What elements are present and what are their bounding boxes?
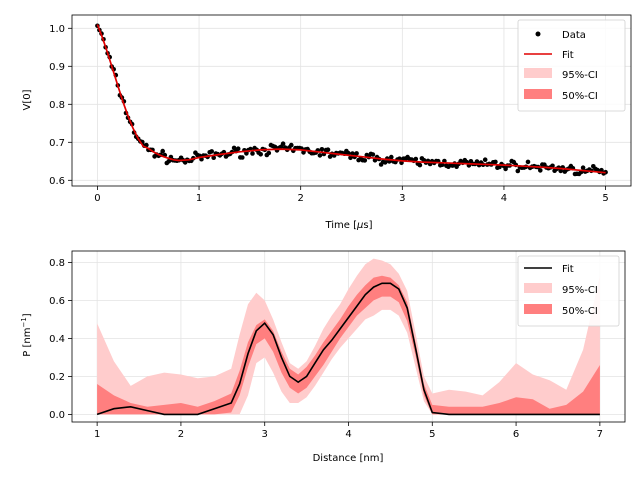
data-point: [211, 155, 216, 160]
top-y-tick-label: 0.6: [49, 176, 65, 187]
top-x-tick-label: 0: [94, 193, 100, 204]
legend-ci50-patch: [524, 89, 552, 99]
bottom-legend: Fit 95%-CI 50%-CI: [517, 255, 620, 327]
data-point: [389, 154, 394, 160]
data-point: [474, 159, 480, 164]
top-plot-frame: [71, 14, 632, 187]
data-point: [209, 149, 214, 154]
bottom-y-tick-label: 0.8: [49, 258, 65, 269]
data-point: [319, 147, 325, 152]
data-point: [382, 160, 388, 165]
top-x-tick-label: 3: [399, 193, 405, 204]
bottom-x-tick-label: 2: [178, 429, 184, 440]
top-x-tick-label: 2: [297, 193, 303, 204]
bottom-y-tick-label: 0.6: [49, 296, 65, 307]
bottom-y-tick-label: 0.2: [49, 372, 65, 383]
distance-fit-line: [96, 282, 600, 416]
top-x-axis-label: Time [μs]: [324, 220, 372, 231]
data-point: [493, 159, 498, 165]
bottom-plot: 1 2 3 4 5 6 70.00.20.40.60.8 Distance [nm] P […: [20, 250, 626, 464]
data-point: [538, 168, 543, 173]
legend-data-label: Data: [562, 30, 586, 41]
data-point: [482, 157, 488, 162]
ci95-band: [97, 258, 600, 415]
data-point: [272, 144, 278, 150]
bottom-x-tick-label: 1: [94, 429, 100, 440]
data-point: [266, 150, 272, 156]
data-point: [244, 151, 249, 156]
data-point: [580, 165, 586, 170]
data-point: [354, 151, 359, 156]
bottom-x-tick-label: 5: [429, 429, 435, 440]
data-point: [362, 158, 368, 163]
data-point: [558, 168, 563, 174]
bottom-y-tick-label: 0.4: [49, 334, 65, 345]
top-y-tick-label: 0.9: [49, 62, 65, 73]
data-point: [417, 162, 423, 168]
legend-ci50-label-bottom: 50%-CI: [562, 306, 598, 317]
top-x-tick-label: 1: [196, 193, 202, 204]
data-point: [413, 156, 419, 162]
legend-ci95-patch-bottom: [524, 283, 552, 293]
data-point: [525, 159, 531, 165]
data-point: [240, 155, 245, 160]
fit-line: [96, 24, 606, 174]
data-point: [280, 141, 286, 146]
data-point: [289, 142, 294, 148]
bottom-y-tick-label: 0.0: [49, 410, 65, 421]
top-y-tick-label: 0.7: [49, 138, 65, 149]
bottom-x-axis-label: Distance [nm]: [313, 453, 384, 464]
top-y-axis-label: V[0]: [22, 89, 33, 110]
data-point: [317, 153, 323, 158]
data-point: [370, 152, 376, 157]
top-plot: 0 1 2 3 4 5 0.6 0.7 0.8 0.9 1.0 Time [μs] V[0] Dat…: [22, 14, 632, 231]
legend-ci95-label: 95%-CI: [562, 70, 598, 81]
top-legend: Data Fit 95%-CI 50%-CI: [517, 19, 626, 112]
top-y-tick-label: 0.8: [49, 100, 65, 111]
bottom-x-tick-label: 6: [513, 429, 519, 440]
legend-ci50-label: 50%-CI: [562, 91, 598, 102]
data-point: [160, 148, 165, 154]
legend-ci50-patch-bottom: [524, 304, 552, 314]
top-x-tick-label: 4: [501, 193, 507, 204]
legend-ci95-label-bottom: 95%-CI: [562, 285, 598, 296]
legend-fit-label: Fit: [562, 50, 574, 61]
data-point: [550, 163, 555, 169]
data-point: [250, 151, 255, 156]
bottom-x-tick-label: 7: [597, 429, 603, 440]
data-point: [235, 146, 241, 151]
data-point: [258, 152, 264, 157]
data-point: [503, 166, 508, 172]
top-y-tick-label: 1.0: [49, 24, 65, 35]
bottom-x-tick-label: 3: [262, 429, 268, 440]
legend-data-marker: [535, 31, 541, 37]
bottom-x-tick-label: 4: [345, 429, 351, 440]
legend-ci95-patch: [524, 68, 552, 78]
top-x-tick-label: 5: [602, 193, 608, 204]
data-point: [166, 159, 172, 164]
data-point: [325, 147, 331, 152]
data-point: [515, 168, 521, 174]
data-point: [348, 155, 353, 161]
legend-fit-label-bottom: Fit: [562, 264, 574, 275]
